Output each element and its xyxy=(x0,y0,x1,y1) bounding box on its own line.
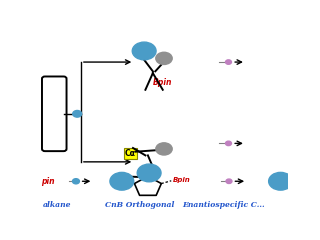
Circle shape xyxy=(269,172,292,190)
Circle shape xyxy=(132,42,156,60)
FancyBboxPatch shape xyxy=(42,77,67,151)
Text: alkane: alkane xyxy=(43,201,72,209)
Circle shape xyxy=(226,179,232,183)
Circle shape xyxy=(110,172,134,190)
Text: Enantiospecific C...: Enantiospecific C... xyxy=(182,201,265,209)
Text: pin: pin xyxy=(41,177,55,186)
Circle shape xyxy=(226,141,231,146)
Circle shape xyxy=(226,60,231,64)
Circle shape xyxy=(73,179,79,184)
Circle shape xyxy=(137,164,161,182)
Text: Bpin: Bpin xyxy=(153,78,172,87)
Text: Cα: Cα xyxy=(125,149,136,158)
Circle shape xyxy=(156,52,172,65)
Text: CnB Orthogonal: CnB Orthogonal xyxy=(105,201,174,209)
Text: Bpin: Bpin xyxy=(172,177,190,183)
Circle shape xyxy=(73,110,82,117)
Circle shape xyxy=(156,143,172,155)
